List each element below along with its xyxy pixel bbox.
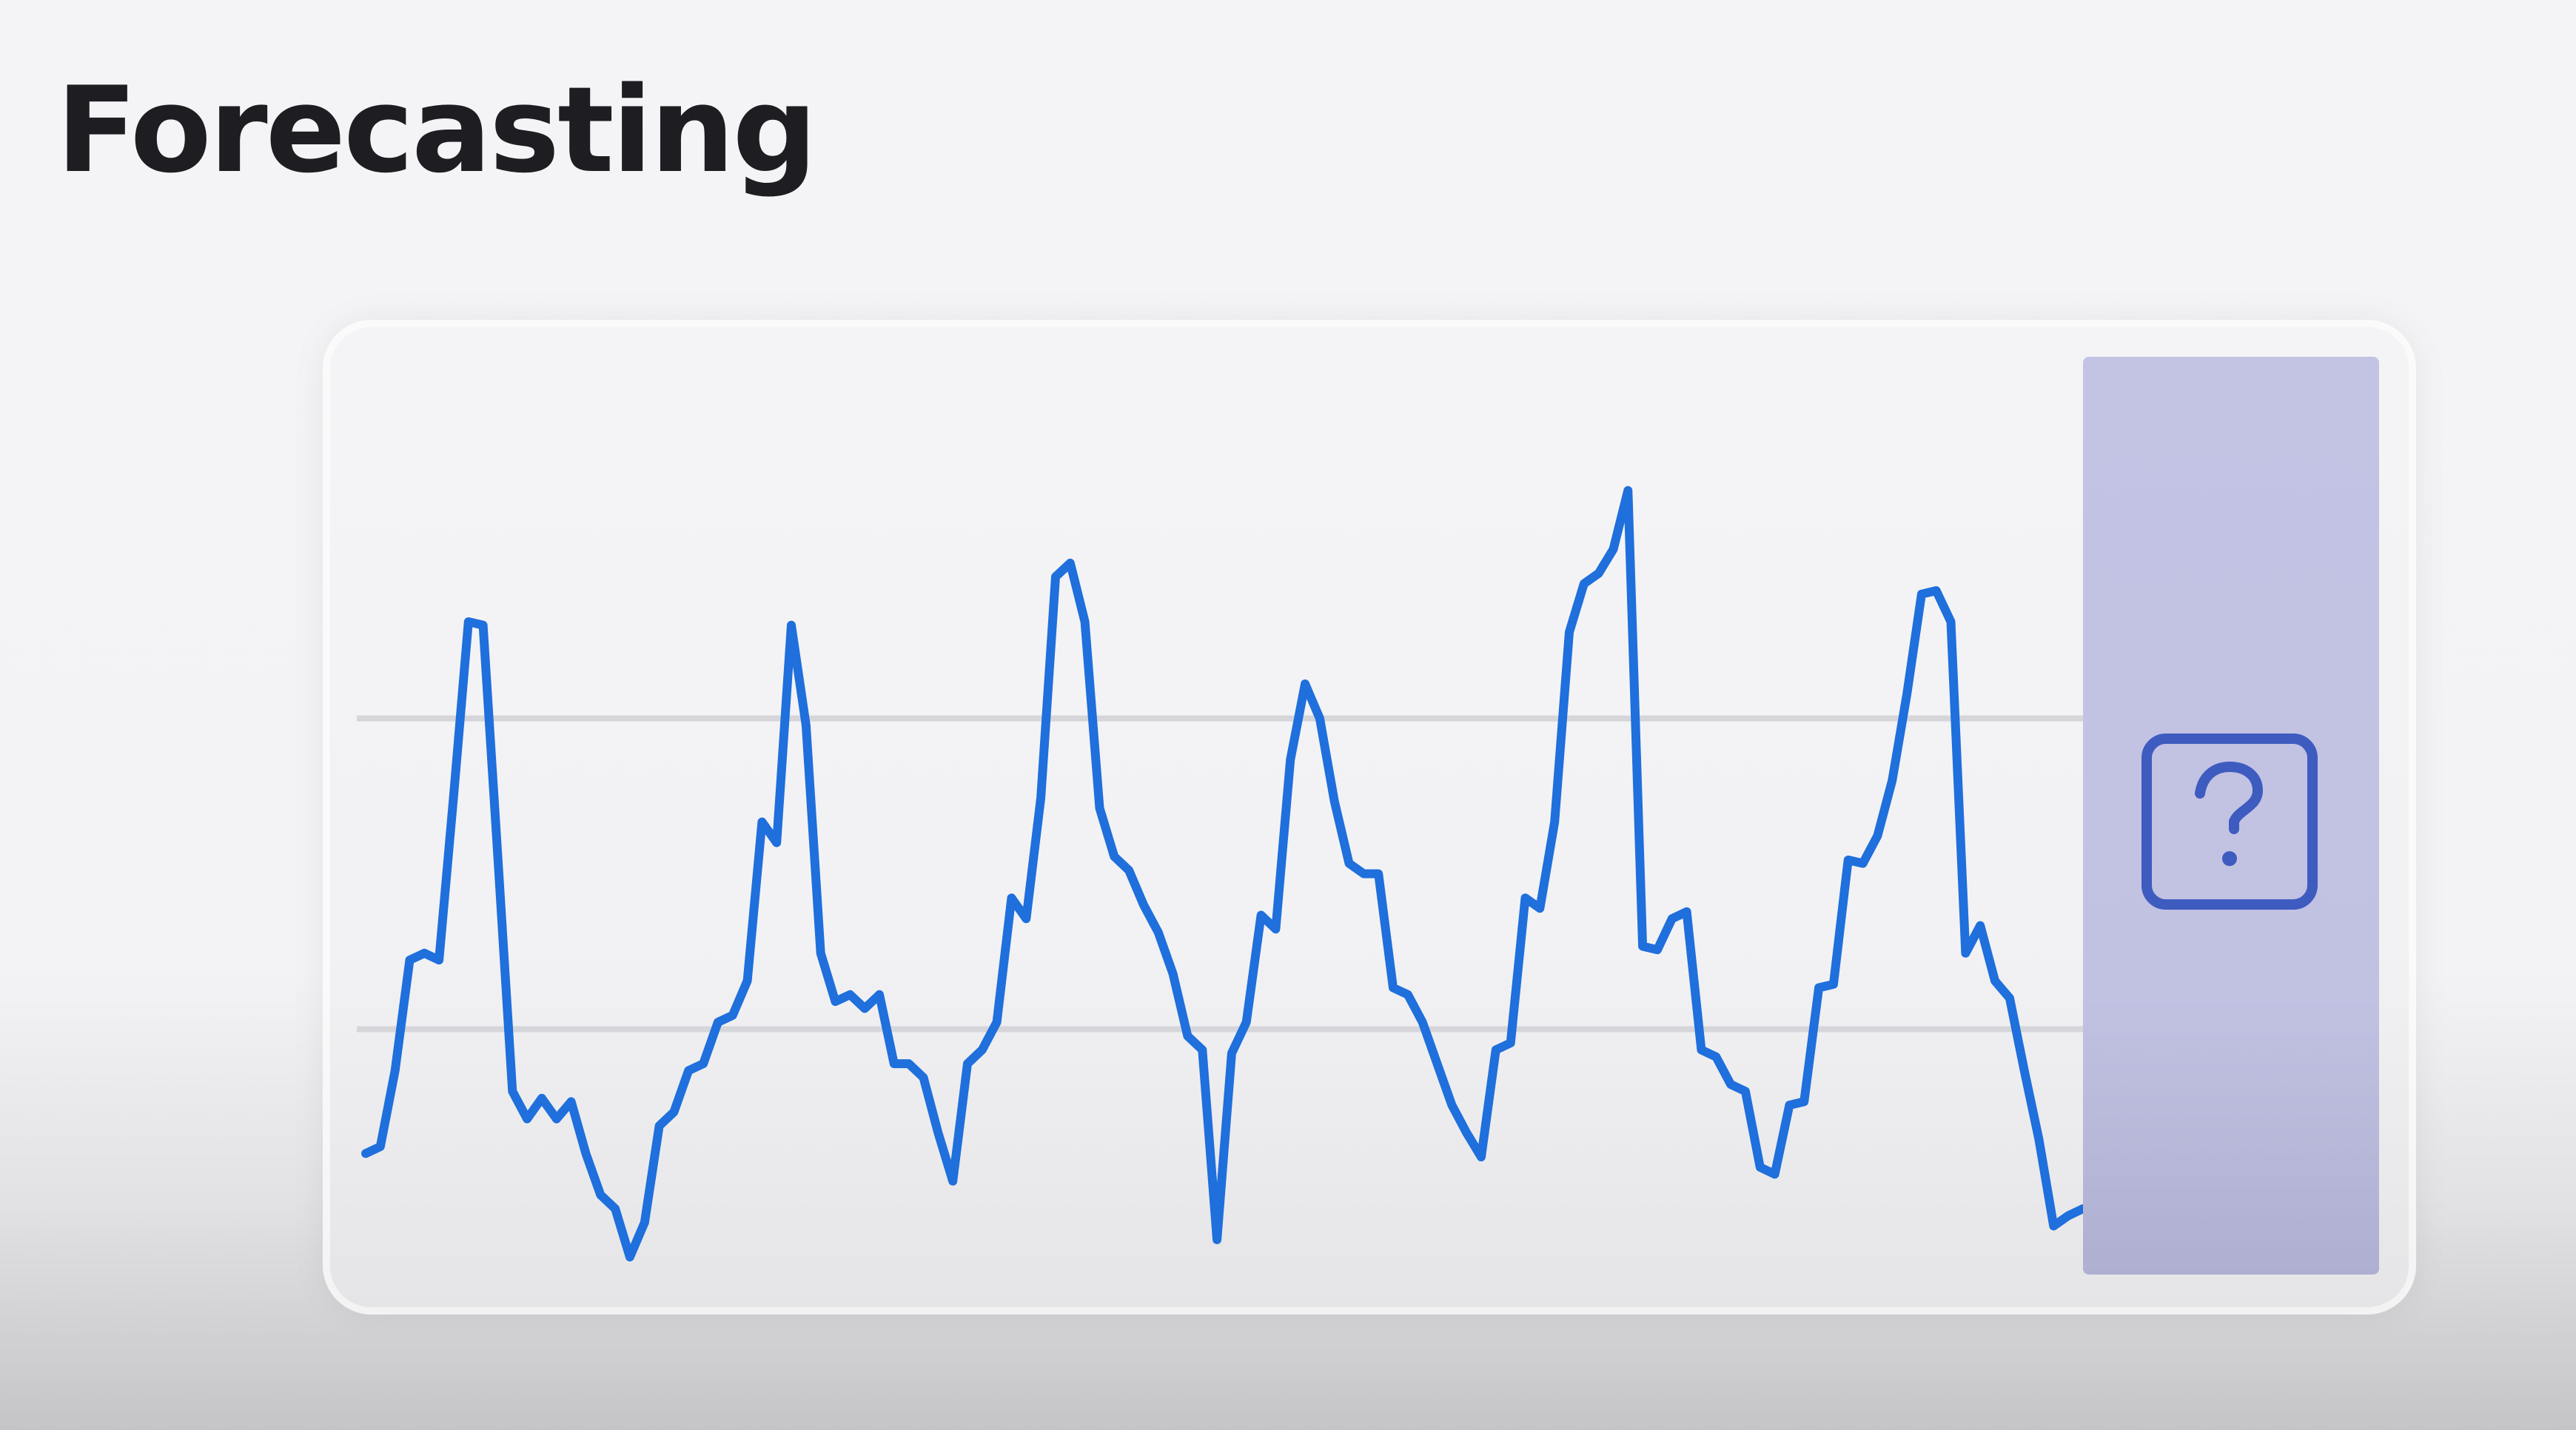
series-line — [361, 486, 2087, 1262]
gridlines — [357, 715, 2083, 1033]
forecast-chart — [330, 327, 2409, 1307]
line-chart — [357, 486, 2087, 1262]
question-square-icon — [2141, 734, 2318, 910]
forecast-region — [2083, 357, 2379, 1275]
page-title: Forecasting — [56, 61, 817, 199]
